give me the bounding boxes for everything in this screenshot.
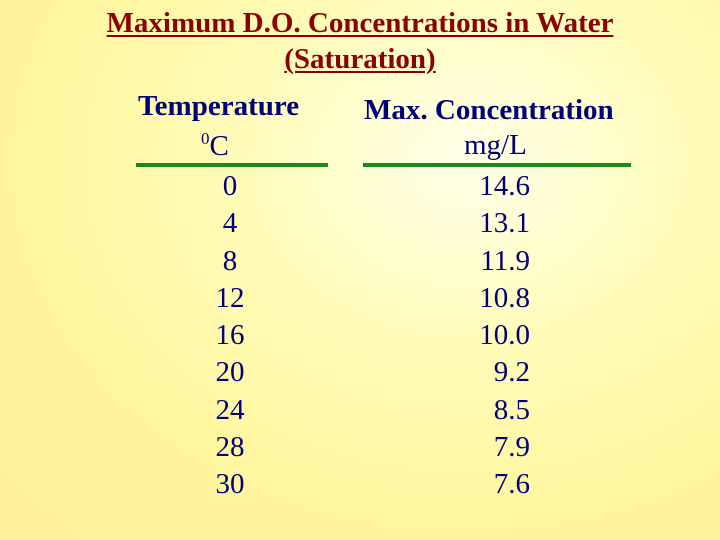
concentration-cell: 11.9 xyxy=(480,244,530,277)
concentration-unit: mg/L xyxy=(464,129,527,161)
temperature-cell: 12 xyxy=(215,281,245,314)
temperature-cell: 20 xyxy=(215,356,245,389)
temperature-cell: 4 xyxy=(222,207,238,240)
concentration-cell: 14.6 xyxy=(479,170,530,202)
concentration-cell: 7.9 xyxy=(493,431,530,464)
concentration-cell: 10.8 xyxy=(479,281,530,314)
temperature-cell: 8 xyxy=(222,244,238,277)
temperature-cell: 28 xyxy=(215,431,245,464)
page-subtitle: (Saturation) xyxy=(284,43,436,75)
temperature-cell: 16 xyxy=(215,319,245,352)
concentration-cell: 8.5 xyxy=(493,393,530,426)
temperature-column: 0 4 8 12 16 20 24 28 30 xyxy=(190,168,270,504)
concentration-column-header: Max. Concentration xyxy=(364,94,614,126)
temperature-unit: 0C xyxy=(201,129,229,163)
concentration-cell: 10.0 xyxy=(479,319,530,352)
temperature-cell: 0 xyxy=(222,170,238,202)
concentration-cell: 13.1 xyxy=(479,207,530,240)
concentration-header-divider xyxy=(363,163,631,167)
degree-superscript: 0 xyxy=(201,129,210,148)
temperature-cell: 24 xyxy=(215,393,245,426)
page-title: Maximum D.O. Concentrations in Water xyxy=(106,7,614,39)
concentration-cell: 9.2 xyxy=(493,356,530,389)
temperature-unit-label: C xyxy=(209,130,229,162)
temperature-cell: 30 xyxy=(215,468,245,501)
temperature-header-divider xyxy=(136,163,328,167)
temperature-column-header: Temperature xyxy=(138,90,300,122)
concentration-cell: 7.6 xyxy=(493,468,530,501)
concentration-column: 14.6 13.1 11.9 10.8 10.0 9.2 8.5 7.9 7.6 xyxy=(420,168,530,504)
